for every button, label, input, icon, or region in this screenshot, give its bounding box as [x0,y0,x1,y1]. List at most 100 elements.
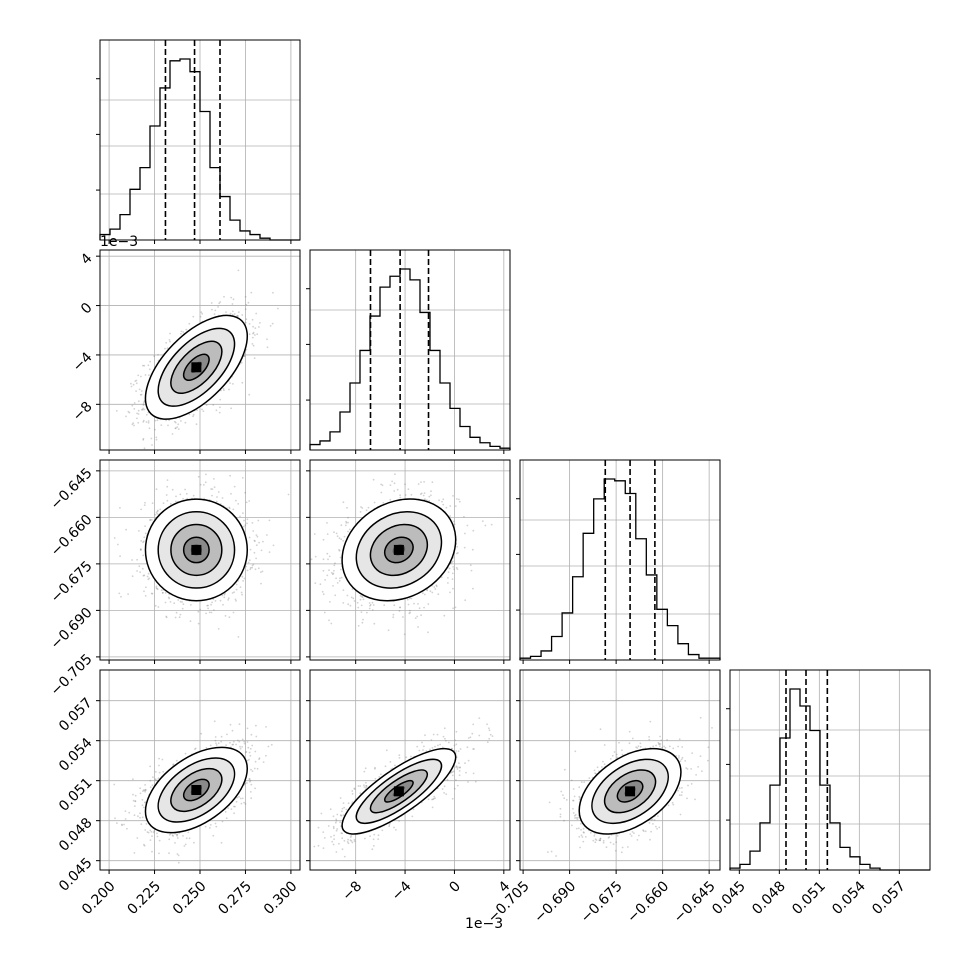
sample-point [212,404,215,406]
sample-point [361,507,364,509]
sample-point [233,485,236,488]
sample-point [441,500,443,503]
sample-point [408,597,411,600]
sample-point [437,593,440,596]
sample-point [236,314,239,317]
sample-point [246,518,249,521]
sample-point [142,403,145,405]
sample-point [232,298,235,301]
sample-point [113,537,116,539]
sample-point [456,568,459,570]
sample-point [138,388,141,391]
sample-point [144,501,146,504]
sample-point [116,822,118,824]
sample-point [362,618,364,621]
sample-point [247,561,250,564]
sample-point [452,566,455,568]
sample-point [139,393,142,396]
sample-point [249,779,252,782]
sample-point [451,578,454,580]
sample-point [137,421,140,424]
sample-point [382,502,385,504]
sample-point [204,481,207,484]
sample-point [232,611,235,614]
sample-point [215,409,218,412]
sample-point [190,604,192,606]
sample-point [380,483,382,486]
sample-point [156,779,158,782]
sample-point [371,601,374,604]
sample-point [391,480,393,483]
sample-point [272,544,275,547]
contour-line [369,523,429,577]
sample-point [119,506,121,509]
sample-point [329,601,331,603]
sample-point [331,573,334,576]
sample-point [136,417,138,420]
sample-point [174,421,177,424]
sample-point [137,374,140,377]
sample-point [399,606,401,609]
sample-point [334,594,337,597]
sample-point [251,343,254,345]
sample-point [330,622,333,625]
sample-point [368,607,371,610]
sample-point [342,589,345,591]
sample-point [155,585,158,588]
sample-point [213,313,216,315]
sample-point [144,525,147,527]
sample-point [211,488,214,490]
sample-point [176,837,179,839]
sample-point [128,411,131,414]
sample-point [347,521,349,524]
sample-point [162,502,165,505]
sample-point [215,742,217,745]
sample-point [458,498,460,501]
sample-point [167,596,170,599]
sample-point [156,512,159,515]
sample-point [443,614,446,617]
sample-point [166,485,169,488]
sample-point [372,604,375,606]
sample-point [141,567,144,570]
sample-point [192,413,195,416]
sample-point [339,577,341,580]
sample-point [235,600,237,602]
sample-point [396,488,399,491]
sample-point [345,520,347,523]
sample-point [417,626,419,628]
sample-point [464,532,466,535]
sample-point [160,424,163,426]
sample-point [372,478,375,481]
sample-point [184,752,187,755]
sample-point [352,597,355,600]
sample-point [407,488,410,491]
sample-point [143,504,146,506]
sample-point [221,594,224,597]
sample-point [185,328,188,331]
sample-point [249,780,251,783]
sample-point [169,601,172,603]
sample-point [213,720,216,723]
sample-point [127,593,129,595]
sample-point [229,382,232,384]
hist-panel-2 [516,459,721,664]
sample-point [228,506,231,509]
sample-point [455,566,458,569]
sample-point [201,312,204,315]
sample-point [255,312,258,315]
sample-point [422,592,424,595]
sample-point [179,613,182,616]
sample-point [125,415,127,418]
sample-point [231,303,234,305]
sample-point [248,393,251,396]
sample-point [359,598,362,601]
sample-point [173,420,176,423]
sample-point [223,594,226,596]
sample-point [151,444,153,446]
sample-point [199,608,202,611]
sample-point [134,380,137,382]
sample-point [253,357,256,359]
sample-point [409,611,412,614]
sample-point [142,364,144,367]
